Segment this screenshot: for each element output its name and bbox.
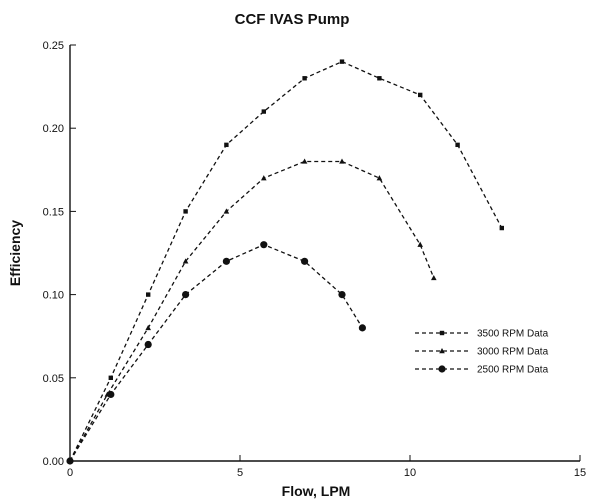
data-point bbox=[144, 340, 152, 349]
legend-marker bbox=[439, 330, 445, 336]
chart-title: CCF IVAS Pump bbox=[235, 11, 350, 28]
data-point bbox=[301, 257, 309, 265]
data-point bbox=[377, 76, 382, 81]
y-tick-label: 0.20 bbox=[43, 123, 64, 135]
y-tick-label: 0.00 bbox=[43, 456, 64, 468]
x-axis-label: Flow, LPM bbox=[282, 483, 351, 499]
x-tick-label: 5 bbox=[237, 467, 243, 479]
series-square bbox=[67, 59, 504, 464]
data-point bbox=[338, 291, 346, 299]
data-point bbox=[66, 457, 74, 465]
series-line bbox=[69, 243, 363, 462]
x-tick-label: 10 bbox=[404, 467, 416, 479]
data-point bbox=[260, 241, 268, 249]
series-triangle bbox=[67, 158, 437, 464]
y-tick-label: 0.05 bbox=[43, 373, 64, 385]
data-point bbox=[418, 92, 423, 98]
data-point bbox=[301, 158, 308, 164]
series-line bbox=[69, 60, 503, 462]
legend-marker bbox=[439, 348, 445, 354]
y-tick-label: 0.10 bbox=[43, 290, 64, 302]
data-point bbox=[358, 324, 366, 332]
legend-label: 3500 RPM Data bbox=[477, 329, 549, 340]
data-point bbox=[261, 109, 266, 114]
data-point bbox=[339, 158, 345, 164]
data-point bbox=[499, 225, 504, 231]
ticks: 0 5 10 15 0.00 0.05 0.10 0.15 0.20 0.25 bbox=[43, 40, 587, 479]
x-tick-label: 0 bbox=[67, 467, 73, 479]
data-point bbox=[261, 175, 267, 181]
x-tick-label: 15 bbox=[574, 467, 586, 479]
axes bbox=[69, 45, 580, 462]
y-tick-label: 0.25 bbox=[43, 40, 64, 52]
data-point bbox=[146, 292, 151, 297]
series-circle bbox=[66, 241, 366, 465]
y-tick-label: 0.15 bbox=[43, 206, 64, 218]
data-point bbox=[108, 375, 113, 380]
series-lines bbox=[66, 59, 504, 465]
data-point bbox=[182, 291, 190, 299]
series-line bbox=[69, 160, 435, 462]
data-point bbox=[223, 208, 230, 214]
legend: 3500 RPM Data 3000 RPM Data 2500 RPM Data bbox=[415, 329, 549, 376]
data-point bbox=[224, 142, 229, 148]
data-point bbox=[431, 274, 437, 281]
legend-label: 3000 RPM Data bbox=[477, 347, 549, 358]
data-point bbox=[302, 76, 307, 81]
data-point bbox=[145, 324, 151, 331]
legend-item: 2500 RPM Data bbox=[415, 365, 549, 376]
legend-marker bbox=[438, 365, 446, 373]
data-point bbox=[222, 257, 230, 265]
legend-item: 3000 RPM Data bbox=[415, 347, 549, 358]
data-point bbox=[107, 390, 115, 399]
data-point bbox=[417, 241, 423, 247]
data-point bbox=[182, 258, 189, 264]
data-point bbox=[339, 59, 345, 64]
legend-label: 2500 RPM Data bbox=[477, 365, 549, 376]
data-point bbox=[183, 209, 188, 214]
data-point bbox=[455, 142, 460, 148]
legend-item: 3500 RPM Data bbox=[415, 329, 549, 340]
y-axis-label: Efficiency bbox=[7, 220, 23, 286]
data-point bbox=[376, 175, 383, 181]
